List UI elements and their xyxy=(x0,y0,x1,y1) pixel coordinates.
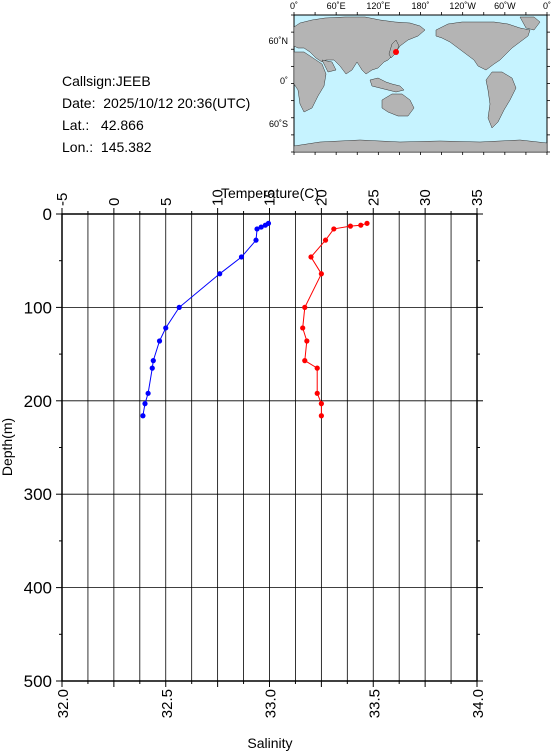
se-asia-islands xyxy=(369,77,405,93)
africa-landmass xyxy=(293,51,327,113)
salinity-data-point xyxy=(318,401,324,407)
lon-label: Lon.: xyxy=(62,139,94,155)
lat-value: 42.866 xyxy=(100,117,144,133)
map-longitude-label: 0˚ xyxy=(290,1,298,11)
temperature-tick-label: 25 xyxy=(365,189,382,206)
antarctica-landmass xyxy=(293,139,548,153)
temperature-data-point xyxy=(238,254,245,260)
date-label: Date: xyxy=(62,95,96,111)
salinity-tick-label: 33.5 xyxy=(366,689,383,718)
temperature-tick-label: 15 xyxy=(262,189,279,206)
temperature-data-point xyxy=(163,325,169,331)
temperature-tick-label: -5 xyxy=(54,193,71,206)
temperature-data-point xyxy=(140,413,146,419)
temperature-data-point xyxy=(253,237,259,243)
map-latitude-label: 60˚S xyxy=(269,119,288,129)
salinity-data-point xyxy=(364,220,370,226)
temperature-data-point xyxy=(258,224,264,230)
salinity-tick-label: 32.5 xyxy=(159,689,176,718)
salinity-data-point xyxy=(302,304,308,310)
station-location-marker xyxy=(393,49,399,55)
salinity-tick-label: 32.0 xyxy=(55,689,72,718)
temperature-axis-label: Temperature(C) xyxy=(221,185,319,201)
salinity-data-point xyxy=(347,223,354,229)
salinity-data-point xyxy=(331,226,337,232)
temperature-tick-label: 5 xyxy=(158,198,175,206)
temperature-data-point xyxy=(262,222,268,228)
greenland-landmass xyxy=(519,16,541,31)
map-longitude-label: 120˚W xyxy=(449,1,476,11)
salinity-data-point xyxy=(314,365,320,371)
depth-tick-label: 500 xyxy=(24,672,52,691)
temperature-data-point xyxy=(254,226,260,232)
date-line: Date: 2025/10/12 20:36(UTC) xyxy=(62,95,250,111)
date-value: 2025/10/12 20:36(UTC) xyxy=(103,95,251,111)
map-longitude-label: 120˚E xyxy=(366,1,390,11)
depth-tick-label: 100 xyxy=(24,298,52,317)
map-latitude-label: 60˚N xyxy=(268,36,288,46)
north-america-landmass xyxy=(435,21,531,71)
salinity-data-point xyxy=(322,237,329,243)
depth-axis-label: Depth(m) xyxy=(0,418,15,476)
depth-tick-label: 0 xyxy=(43,205,52,224)
callsign-value: JEEB xyxy=(115,73,151,89)
salinity-tick-label: 33.0 xyxy=(263,689,280,718)
salinity-data-point xyxy=(318,271,324,277)
salinity-data-point xyxy=(300,325,306,331)
plot-grid xyxy=(62,214,477,681)
temperature-tick-label: 35 xyxy=(469,189,486,206)
map-land xyxy=(293,16,548,153)
salinity-data-point xyxy=(308,254,314,260)
temperature-profile-line xyxy=(142,222,269,416)
lon-value: 145.382 xyxy=(100,139,152,155)
south-america-landmass xyxy=(485,71,517,129)
salinity-axis-label: Salinity xyxy=(247,735,292,751)
map-latitude-label: 0˚ xyxy=(280,76,288,86)
depth-tick-label: 300 xyxy=(24,485,52,504)
salinity-data-point xyxy=(304,338,310,344)
lat-line: Lat.: 42.866 xyxy=(62,117,144,133)
temperature-data-point xyxy=(150,358,156,364)
depth-tick-label: 400 xyxy=(24,579,52,598)
depth-tick-label: 200 xyxy=(24,392,52,411)
salinity-data-point xyxy=(302,358,308,364)
map-longitude-label: 0˚ xyxy=(543,1,551,11)
salinity-data-point xyxy=(318,413,324,419)
salinity-data-point xyxy=(358,222,364,228)
temperature-data-point xyxy=(142,401,148,407)
temperature-data-point xyxy=(149,365,155,371)
temperature-data-point xyxy=(217,271,223,277)
temperature-tick-label: 0 xyxy=(106,198,123,206)
temperature-tick-label: 20 xyxy=(313,189,330,206)
salinity-tick-label: 34.0 xyxy=(470,689,487,718)
temperature-data-point xyxy=(156,338,163,344)
callsign-label: Callsign: xyxy=(62,73,116,89)
lon-line: Lon.: 145.382 xyxy=(62,139,152,155)
arabia-landmass xyxy=(321,59,337,73)
temperature-data-point xyxy=(145,390,151,396)
lat-label: Lat.: xyxy=(62,117,90,133)
location-map: 0˚ 60˚E 120˚E 180˚ 120˚W 60˚W 0˚ 60˚N 0˚ 60˚S xyxy=(268,1,551,155)
salinity-data-point xyxy=(314,390,320,396)
map-longitude-label: 60˚E xyxy=(327,1,346,11)
salinity-profile-line xyxy=(302,222,368,416)
temperature-tick-label: 30 xyxy=(417,189,434,206)
temperature-tick-label: 10 xyxy=(210,189,227,206)
map-longitude-label: 180˚ xyxy=(411,1,429,11)
map-longitude-label: 60˚W xyxy=(494,1,516,11)
callsign-line: Callsign:JEEB xyxy=(62,73,151,89)
temperature-data-point xyxy=(176,304,182,310)
australia-landmass xyxy=(381,93,415,117)
eurasia-landmass xyxy=(293,16,426,75)
